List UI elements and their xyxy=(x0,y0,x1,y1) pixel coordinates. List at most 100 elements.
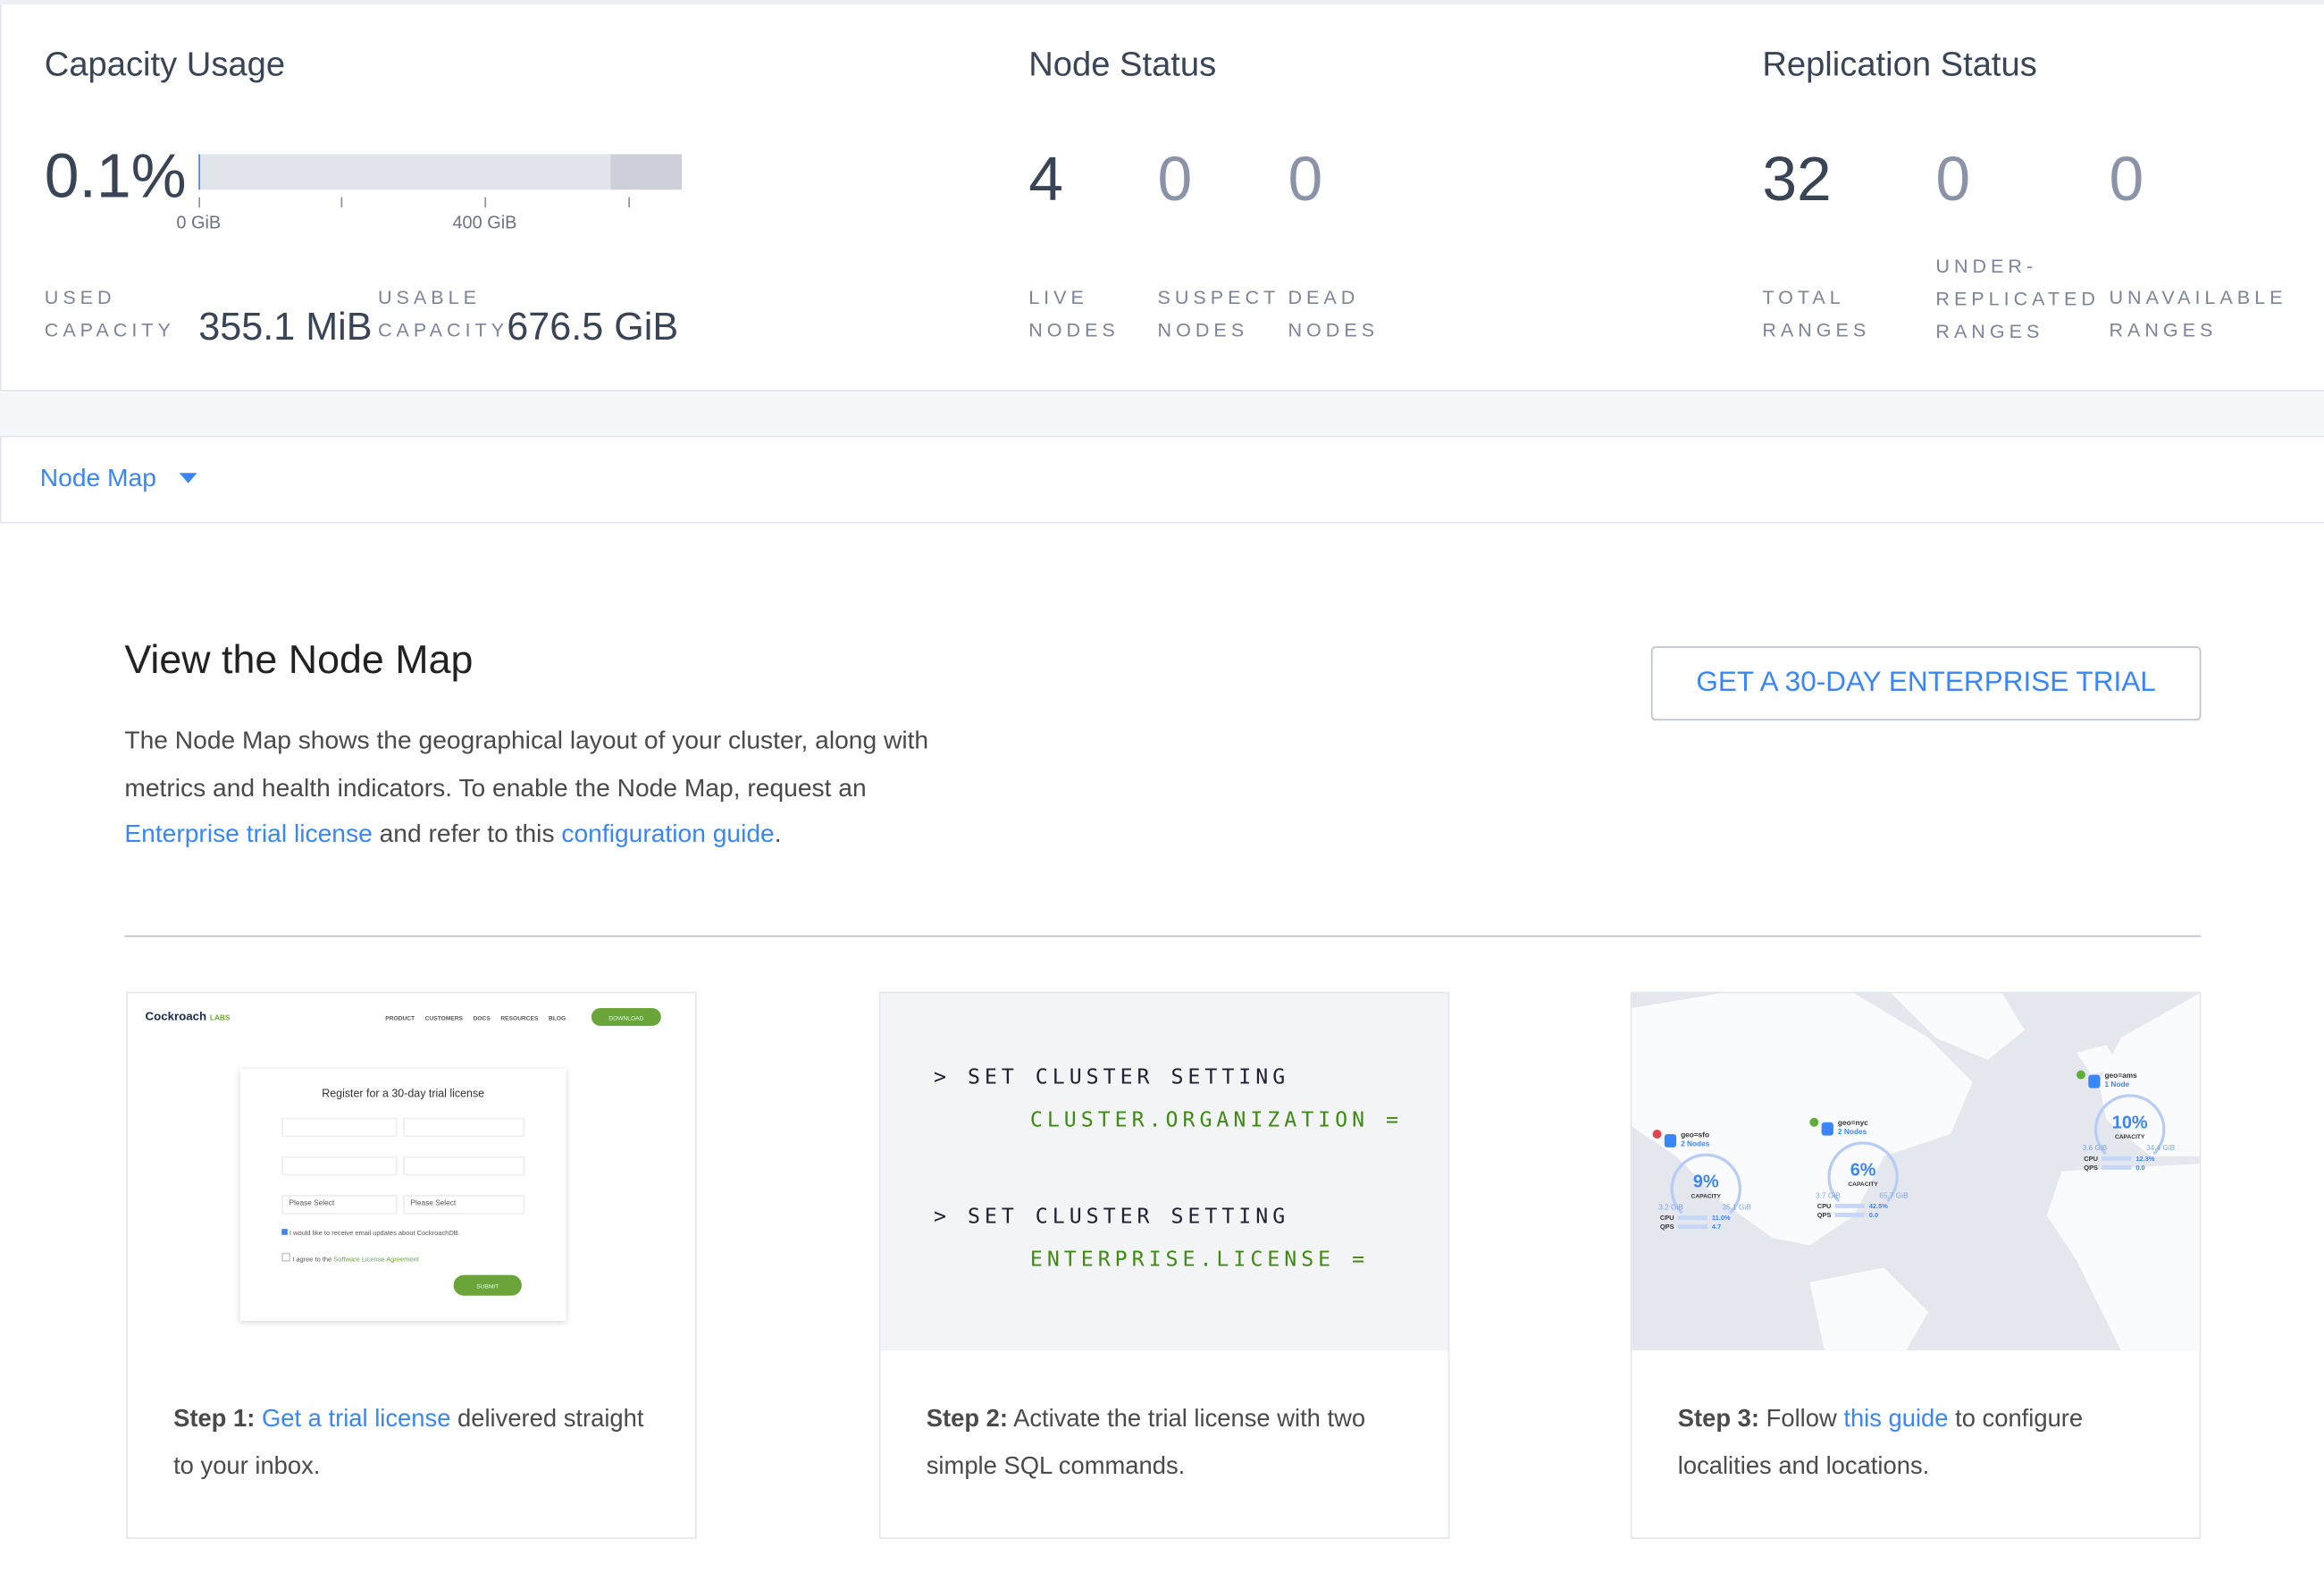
cpu-value: 11.0% xyxy=(1711,1214,1731,1222)
mock-field xyxy=(281,1156,398,1176)
capacity-percent: 9% xyxy=(1692,1171,1719,1192)
capacity-percent: 0.1% xyxy=(44,140,187,211)
dead-nodes-label: DEAD NODES xyxy=(1288,282,1379,347)
cockroach-labs-logo: Cockroach LABS xyxy=(146,1010,231,1023)
label-line: NODES xyxy=(1028,318,1120,341)
axis-label: 0 GiB xyxy=(176,212,222,233)
divider xyxy=(124,935,2202,937)
capacity-gauge xyxy=(1670,1153,1742,1225)
used-value: 3.6 GiB xyxy=(2082,1144,2108,1154)
enterprise-trial-link[interactable]: Enterprise trial license xyxy=(124,820,373,848)
text: Follow xyxy=(1759,1405,1844,1433)
sql-line: CLUSTER.ORGANIZATION = xyxy=(1029,1108,1403,1133)
step-3-card: geo=sfo 2 Nodes 9% CAPACITY 3.2 GiB 35.1… xyxy=(1630,991,2202,1539)
mock-field xyxy=(281,1117,398,1138)
step-2-card: > SET CLUSTER SETTING CLUSTER.ORGANIZATI… xyxy=(878,991,1450,1539)
live-nodes-label: LIVE NODES xyxy=(1028,282,1120,347)
text: delivered straight to your inbox. xyxy=(173,1405,644,1479)
step-label: Step 3: xyxy=(1677,1405,1760,1433)
qps-value: 4.7 xyxy=(1711,1223,1722,1231)
status-badge xyxy=(2076,1070,2085,1080)
total-ranges-label: TOTAL RANGES xyxy=(1762,282,1870,347)
cpu-value: 12.3% xyxy=(2135,1155,2155,1163)
mock-form-title: Register for a 30-day trial license xyxy=(322,1086,485,1100)
section-gap xyxy=(0,391,2324,436)
node-map-toolbar: Node Map xyxy=(0,435,2324,524)
label-line: LIVE xyxy=(1028,286,1088,309)
qps-label: QPS xyxy=(2084,1164,2099,1172)
capacity-bar-reserved xyxy=(610,154,683,190)
world-map-land xyxy=(1632,993,2200,1351)
dropdown-label: Node Map xyxy=(39,464,156,492)
mock-check-1: I would like to receive email updates ab… xyxy=(281,1229,460,1236)
usable-capacity-value: 676.5 GiB xyxy=(507,304,679,349)
dead-nodes-value: 0 xyxy=(1288,143,1323,214)
sql-line: > SET CLUSTER SETTING xyxy=(934,1065,1290,1090)
cpu-label: CPU xyxy=(1659,1214,1674,1222)
node-map-dropdown[interactable]: Node Map xyxy=(40,464,198,493)
text: and refer to this xyxy=(372,820,562,848)
locality-geo-nyc: geo=nyc 2 Nodes 6% CAPACITY 3.7 GiB 65.7… xyxy=(1809,1117,1928,1237)
mock-form: Register for a 30-day trial license Plea… xyxy=(239,1068,566,1321)
check-link: Software License Agreement xyxy=(333,1256,419,1264)
unavailable-ranges-label: UNAVAILABLE RANGES xyxy=(2109,282,2286,347)
status-badge xyxy=(1809,1117,1819,1127)
get-trial-license-link[interactable]: Get a trial license xyxy=(261,1405,451,1433)
total-value: 34.4 GiB xyxy=(2145,1144,2176,1154)
axis-tick xyxy=(340,197,343,208)
used-value: 3.2 GiB xyxy=(1658,1203,1683,1213)
under-replicated-label: UNDER- REPLICATED RANGES xyxy=(1935,250,2100,348)
cpu-sparkline xyxy=(2102,1156,2132,1161)
suspect-nodes-value: 0 xyxy=(1157,143,1193,214)
check-text: I would like to receive email updates ab… xyxy=(289,1229,460,1237)
sql-line: > SET CLUSTER SETTING xyxy=(934,1205,1290,1230)
label-line: CAPACITY xyxy=(44,318,175,341)
qps-value: 0.0 xyxy=(1868,1211,1879,1219)
node-count: 2 Nodes xyxy=(1837,1128,1867,1138)
step-1-card: Cockroach LABS PRODUCT CUSTOMERS DOCS RESOU… xyxy=(125,991,697,1539)
nav-item: BLOG xyxy=(549,1013,566,1022)
enterprise-trial-button[interactable]: GET A 30-DAY ENTERPRISE TRIAL xyxy=(1650,646,2202,721)
axis-label: 400 GiB xyxy=(452,212,517,233)
mock-select: Please Select xyxy=(403,1194,525,1215)
mock-nav: PRODUCT CUSTOMERS DOCS RESOURCES BLOG xyxy=(385,1014,566,1022)
label-line: CAPACITY xyxy=(377,318,509,341)
total-ranges-value: 32 xyxy=(1762,143,1832,214)
capacity-title: Capacity Usage xyxy=(44,44,286,83)
label-line: USED xyxy=(44,286,116,309)
capacity-bar xyxy=(198,154,683,190)
qps-sparkline xyxy=(2102,1164,2132,1170)
cpu-label: CPU xyxy=(1816,1202,1832,1210)
sql-commands: > SET CLUSTER SETTING CLUSTER.ORGANIZATI… xyxy=(880,993,1448,1351)
qps-sparkline xyxy=(1677,1224,1707,1230)
capacity-percent: 6% xyxy=(1850,1159,1876,1181)
node-count: 2 Nodes xyxy=(1681,1139,1710,1149)
capacity-label: CAPACITY xyxy=(1848,1180,1878,1188)
node-status-title: Node Status xyxy=(1028,44,1217,83)
nav-item: RESOURCES xyxy=(500,1013,539,1022)
label-line: RANGES xyxy=(2109,318,2218,341)
label-line: REPLICATED xyxy=(1935,287,2100,310)
label-line: SUSPECT xyxy=(1157,286,1280,309)
cpu-value: 42.5% xyxy=(1868,1202,1888,1210)
this-guide-link[interactable]: this guide xyxy=(1843,1405,1949,1433)
configuration-guide-link[interactable]: configuration guide xyxy=(561,820,775,848)
total-value: 65.7 GiB xyxy=(1879,1191,1909,1201)
mock-submit: SUBMIT xyxy=(453,1274,522,1296)
label-line: RANGES xyxy=(1935,320,2044,343)
promo-description: The Node Map shows the geographical layo… xyxy=(124,718,984,858)
axis-tick xyxy=(628,197,630,208)
locality-geo-ams: geo=ams 1 Node 10% CAPACITY 3.6 GiB 34.4… xyxy=(2076,1070,2195,1190)
mock-select: Please Select xyxy=(281,1194,398,1215)
check-text: I agree to the xyxy=(292,1256,334,1264)
under-replicated-value: 0 xyxy=(1935,143,1971,214)
nav-item: PRODUCT xyxy=(385,1013,415,1022)
qps-label: QPS xyxy=(1659,1223,1674,1231)
text: The Node Map shows the geographical layo… xyxy=(124,726,929,802)
label-line: UNDER- xyxy=(1935,255,2038,278)
summary-panel xyxy=(0,4,2324,391)
capacity-label: CAPACITY xyxy=(1691,1191,1721,1199)
top-border xyxy=(0,0,2324,4)
label-line: UNAVAILABLE xyxy=(2109,286,2287,309)
